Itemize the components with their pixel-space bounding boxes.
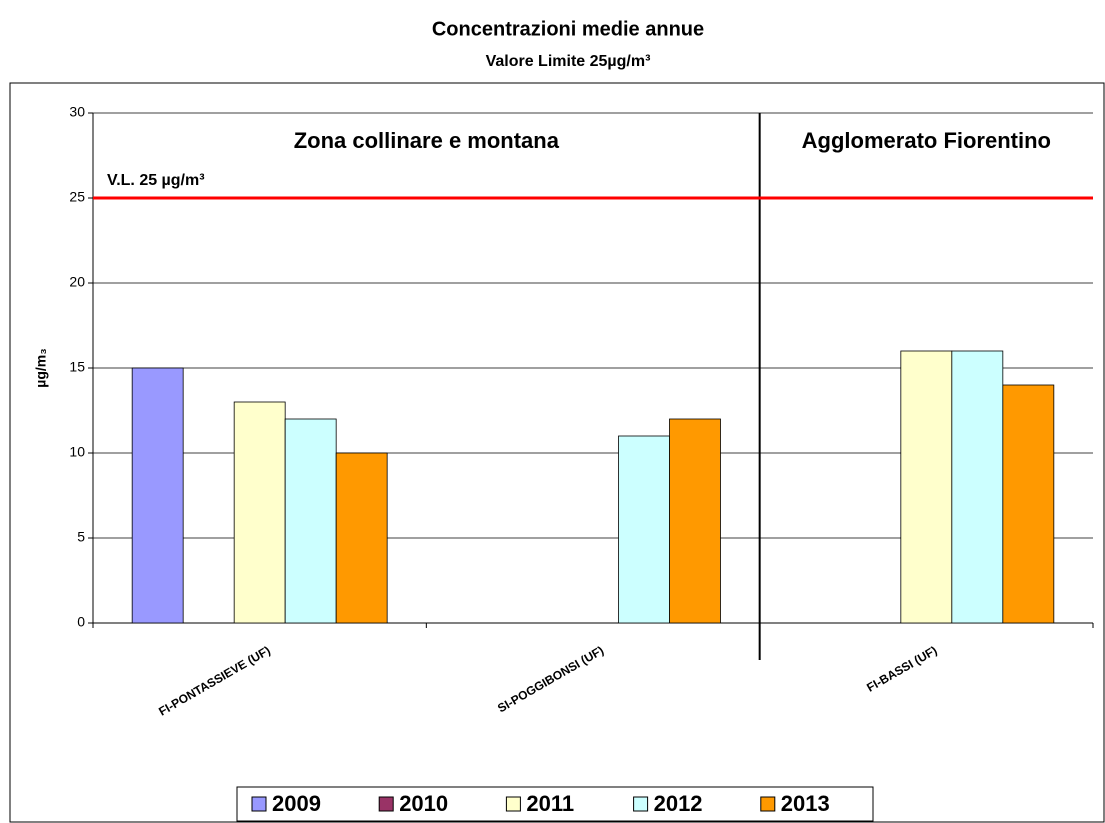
bar [335, 452, 388, 624]
y-tick-label: 0 [77, 614, 85, 630]
zone-label: Zona collinare e montana [294, 128, 560, 153]
chart-title: Concentrazioni medie annue [432, 18, 704, 40]
legend-label: 2013 [781, 791, 830, 816]
bar [618, 435, 670, 624]
legend-swatch [760, 796, 776, 812]
legend-label: 2009 [272, 791, 321, 816]
bar [233, 401, 286, 624]
zone-label: Agglomerato Fiorentino [802, 128, 1051, 153]
legend-swatch [505, 796, 521, 812]
legend-label: 2011 [526, 791, 574, 816]
y-tick-label: 20 [69, 274, 85, 290]
bar [951, 350, 1004, 624]
legend-swatch [633, 796, 649, 812]
bar [131, 367, 184, 624]
legend-label: 2012 [654, 791, 703, 816]
chart-subtitle: Valore Limite 25µg/m³ [486, 53, 651, 70]
y-axis-label: µg/m₃ [33, 348, 49, 387]
y-tick-label: 15 [69, 359, 85, 375]
bar [1002, 384, 1055, 624]
bar [284, 418, 337, 624]
bar [900, 350, 953, 624]
legend-label: 2010 [399, 791, 448, 816]
threshold-label: V.L. 25 µg/m³ [107, 172, 205, 189]
y-tick-label: 10 [69, 444, 85, 460]
y-tick-label: 5 [77, 529, 85, 545]
bar [669, 418, 721, 624]
y-tick-label: 30 [69, 104, 85, 120]
legend-swatch [378, 796, 394, 812]
legend-swatch [251, 796, 267, 812]
y-tick-label: 25 [69, 189, 85, 205]
